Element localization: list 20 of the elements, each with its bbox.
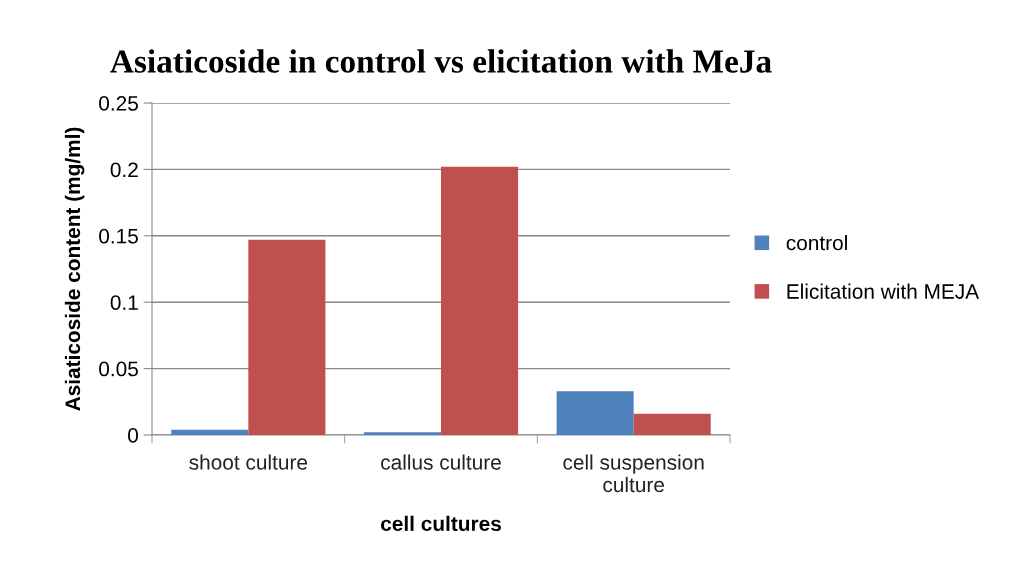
bar (633, 413, 711, 435)
bar (556, 391, 634, 435)
y-tick-label: 0.1 (110, 295, 138, 310)
y-tick-label: 0.15 (99, 228, 138, 244)
bar (441, 166, 519, 435)
y-axis-title: Asiaticoside content (mg/ml) (64, 127, 85, 411)
x-tick-label: callus culture (381, 454, 501, 470)
legend-label: control (786, 235, 847, 251)
x-tick-label: shoot culture (189, 454, 308, 470)
bar (248, 239, 326, 435)
bar (363, 432, 441, 435)
chart-title: Asiaticoside in control vs elicitation with MeJa (110, 49, 772, 73)
y-tick-label: 0.05 (99, 361, 138, 377)
y-tick-label: 0.2 (110, 162, 138, 178)
y-tick-label: 0.25 (99, 96, 138, 111)
bar (171, 429, 249, 435)
y-tick-label: 0 (128, 428, 138, 443)
x-axis-title: cell cultures (381, 515, 501, 532)
x-tick-label: cell suspension culture (563, 454, 704, 493)
legend-label: Elicitation with MEJA (787, 283, 980, 299)
